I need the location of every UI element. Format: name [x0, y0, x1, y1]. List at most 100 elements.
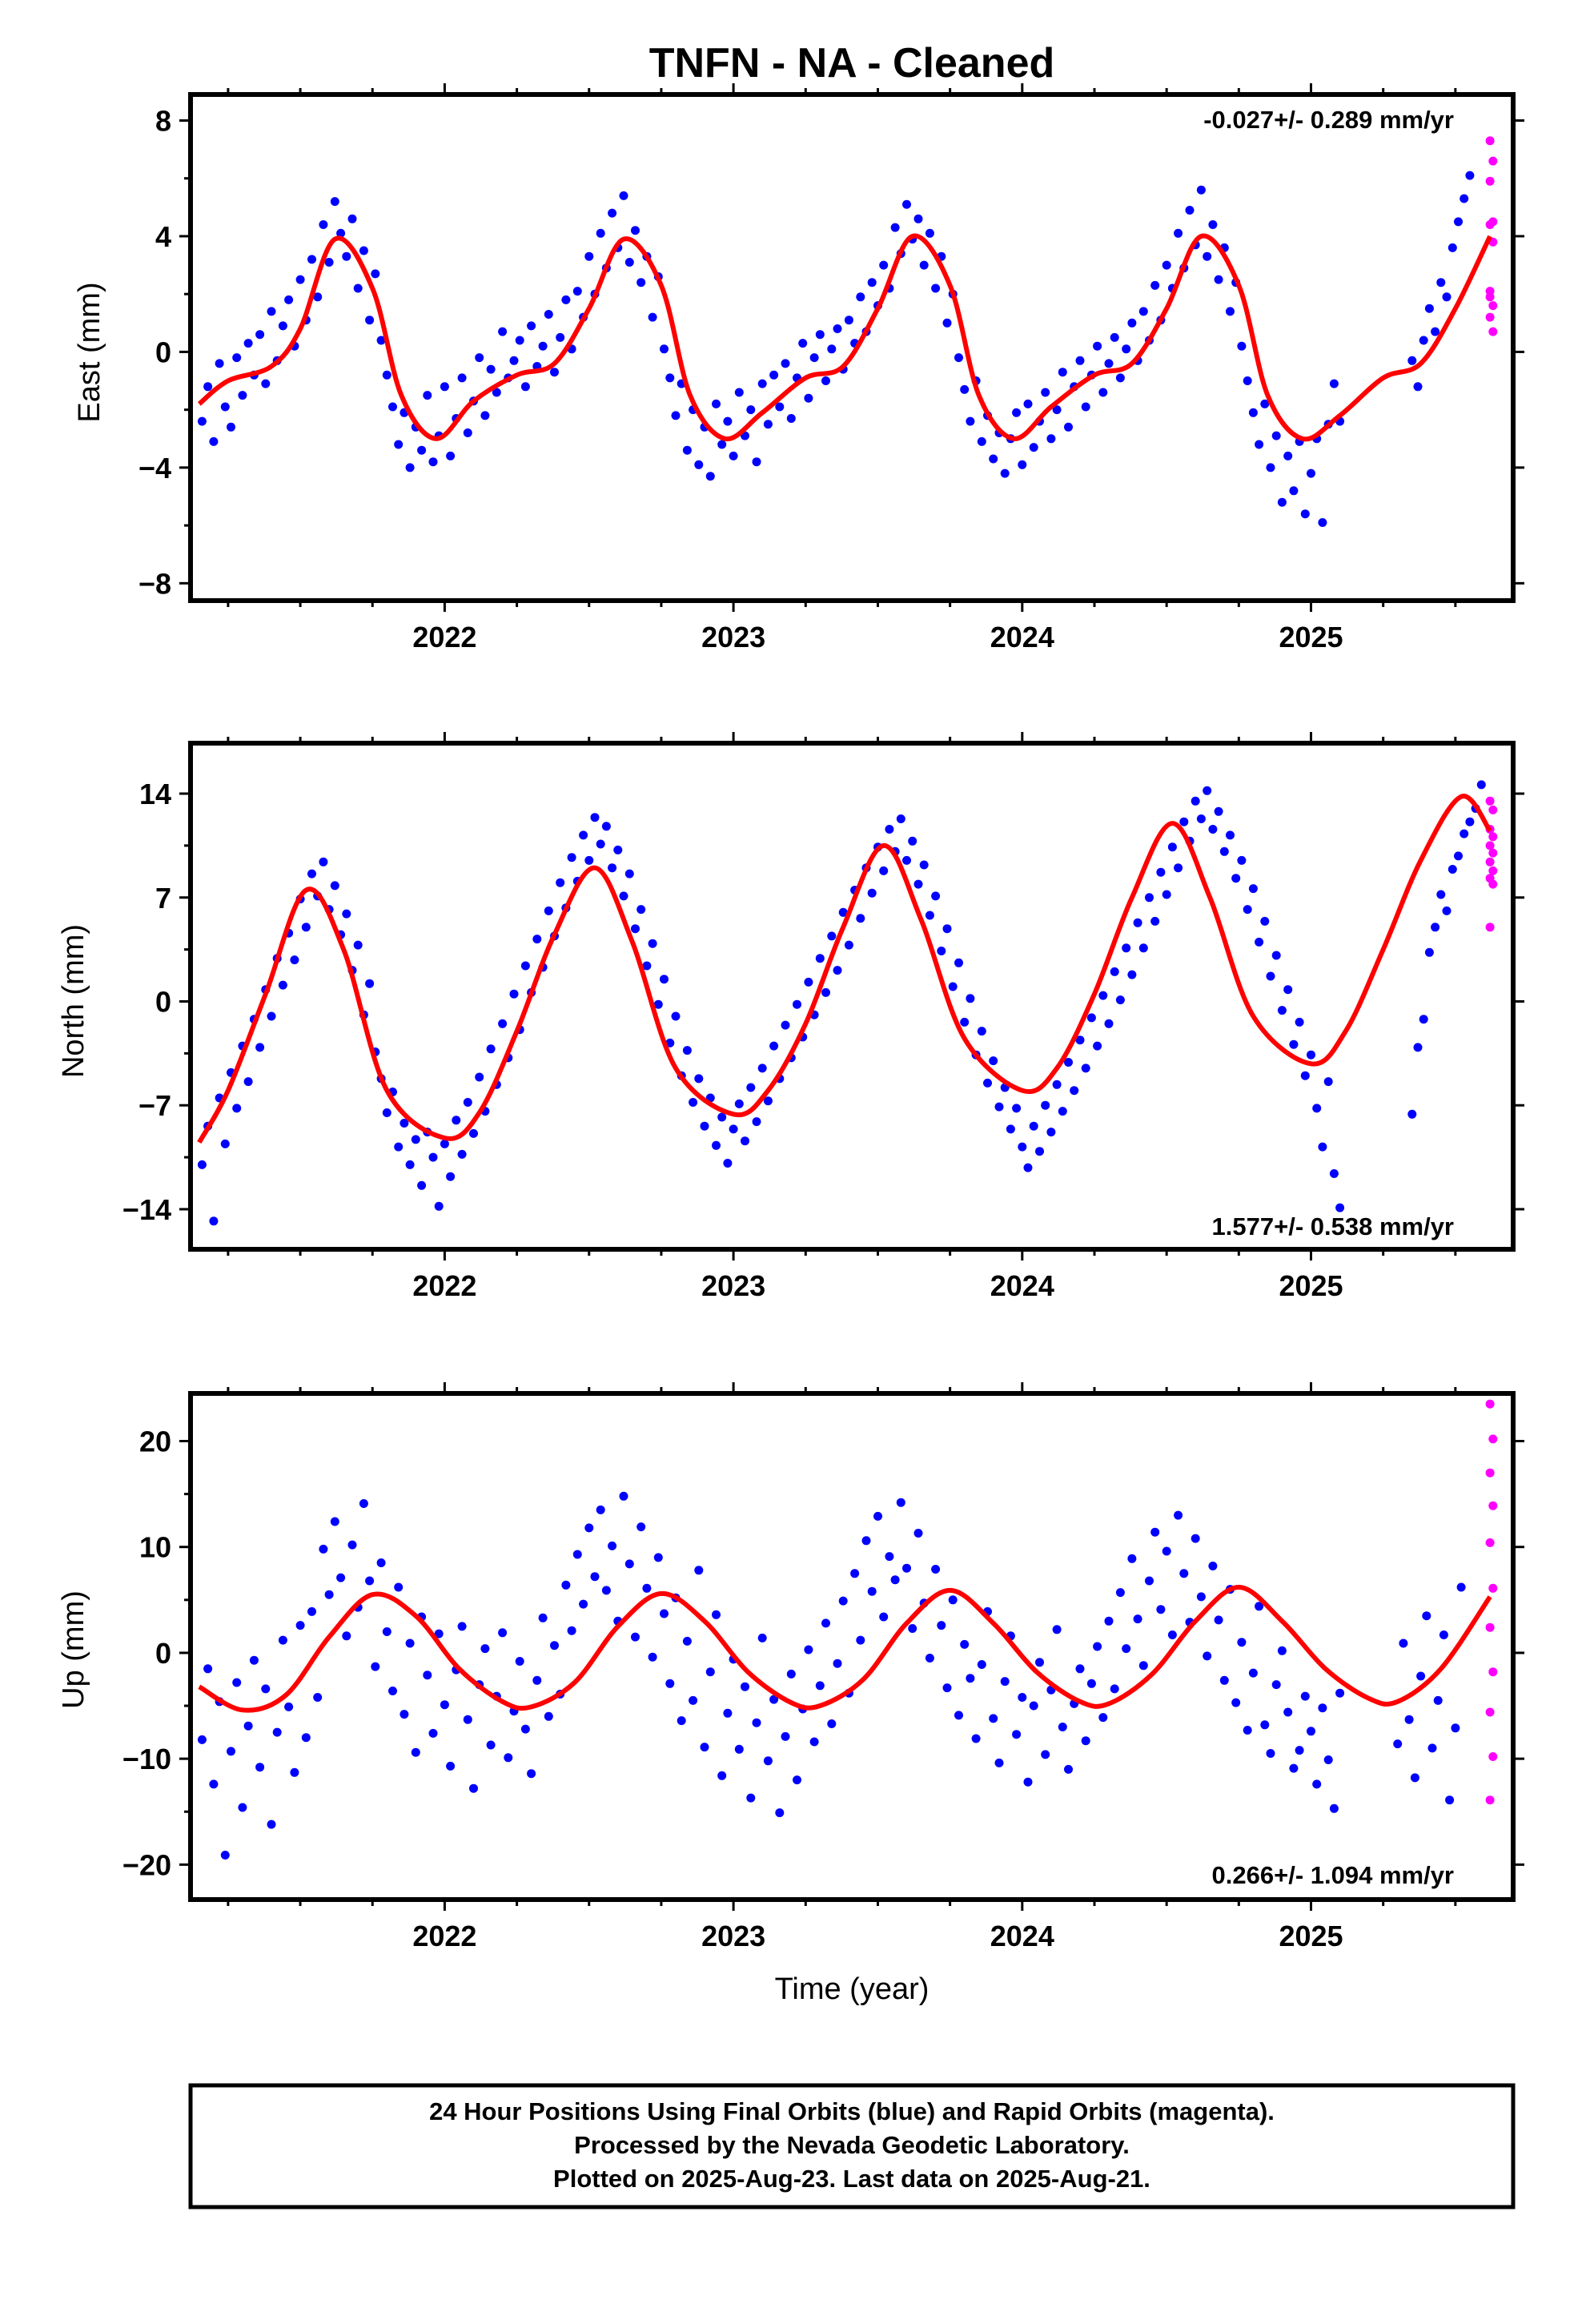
up-final-point — [757, 1633, 767, 1642]
east-rate-label: -0.027+/- 0.289 mm/yr — [1203, 106, 1454, 134]
up-final-point — [1237, 1638, 1247, 1647]
north-final-point — [1454, 851, 1463, 861]
up-final-point — [624, 1559, 634, 1569]
east-final-point — [608, 208, 617, 218]
up-final-point — [653, 1553, 663, 1562]
east-final-point — [798, 339, 808, 348]
east-final-point — [284, 295, 294, 304]
north-final-point — [1179, 817, 1189, 826]
north-final-point — [1081, 1063, 1090, 1073]
up-xtick-label: 2025 — [1279, 1920, 1343, 1952]
x-axis-title: Time (year) — [775, 1972, 930, 2006]
north-final-point — [520, 961, 530, 971]
up-final-point — [682, 1636, 692, 1646]
up-frame — [188, 1391, 1516, 1902]
east-final-point — [879, 260, 889, 270]
east-final-point — [786, 414, 796, 423]
east-final-point — [1122, 344, 1131, 354]
east-final-point — [1104, 359, 1114, 368]
north-final-point — [319, 857, 328, 866]
north-final-point — [1407, 1109, 1417, 1119]
up-final-point — [833, 1659, 842, 1668]
up-final-point — [925, 1654, 934, 1663]
up-final-point — [913, 1529, 923, 1538]
north-ylabel: North (mm) — [57, 924, 90, 1078]
up-rapid-point — [1488, 1667, 1498, 1677]
north-final-point — [821, 987, 830, 997]
north-final-point — [624, 869, 634, 879]
east-final-point — [255, 330, 265, 340]
east-final-point — [1127, 318, 1137, 328]
north-final-point — [1138, 943, 1148, 953]
north-final-point — [804, 977, 813, 987]
up-final-point — [272, 1727, 282, 1737]
up-final-point — [1289, 1763, 1299, 1773]
north-final-point — [411, 1135, 420, 1144]
north-final-point — [556, 878, 565, 887]
north-final-point — [596, 839, 605, 849]
east-final-point — [757, 379, 767, 388]
up-final-point — [405, 1638, 415, 1648]
east-final-point — [261, 379, 271, 388]
north-final-point — [763, 1096, 773, 1106]
east-ytick-label: 8 — [155, 105, 171, 138]
up-final-point — [1335, 1688, 1345, 1698]
up-final-point — [1451, 1723, 1460, 1733]
up-final-point — [520, 1724, 530, 1734]
north-final-point — [209, 1216, 219, 1226]
up-final-point — [388, 1687, 397, 1695]
north-xtick-label: 2025 — [1279, 1269, 1343, 1302]
up-final-point — [1064, 1764, 1073, 1774]
north-final-point — [734, 1099, 744, 1108]
up-final-point — [838, 1596, 848, 1606]
north-final-point — [994, 1102, 1004, 1112]
north-model-curve — [197, 794, 1492, 1144]
up-final-point — [382, 1627, 391, 1636]
east-final-point — [1465, 171, 1475, 180]
east-final-point — [821, 376, 830, 385]
up-final-point — [1427, 1743, 1437, 1753]
north-final-point — [844, 940, 853, 950]
east-final-point — [238, 391, 247, 400]
up-ytick-label: −20 — [122, 1848, 171, 1881]
up-final-point — [457, 1622, 467, 1631]
north-final-point — [1035, 1147, 1044, 1156]
north-final-point — [902, 855, 911, 865]
east-final-point — [619, 191, 628, 200]
north-final-point — [1312, 1104, 1322, 1113]
east-final-point — [763, 420, 773, 429]
north-final-point — [1115, 995, 1125, 1005]
east-final-point — [492, 388, 501, 397]
east-final-point — [319, 220, 328, 229]
east-final-point — [960, 384, 970, 394]
up-final-point — [781, 1731, 790, 1741]
east-final-point — [717, 440, 727, 449]
east-final-point — [989, 454, 998, 464]
east-final-point — [856, 292, 865, 302]
east-final-point — [243, 339, 253, 348]
up-final-point — [1445, 1795, 1455, 1805]
north-final-point — [278, 980, 287, 990]
up-final-point — [931, 1565, 941, 1574]
east-final-point — [596, 228, 605, 238]
north-final-point — [1277, 1006, 1287, 1015]
north-final-point — [913, 879, 923, 889]
east-final-point — [1237, 341, 1247, 351]
east-final-point — [746, 405, 756, 415]
north-frame — [188, 741, 1516, 1252]
east-final-point — [942, 318, 952, 328]
north-final-point — [885, 825, 894, 834]
up-final-point — [1219, 1675, 1229, 1685]
east-final-point — [417, 445, 427, 455]
north-xtick-label: 2024 — [990, 1269, 1054, 1302]
north-final-point — [1431, 923, 1440, 932]
east-final-point — [1283, 451, 1293, 460]
up-final-point — [232, 1678, 242, 1687]
north-final-point — [1133, 918, 1142, 927]
north-final-point — [1012, 1104, 1022, 1113]
up-ylabel: Up (mm) — [57, 1590, 90, 1709]
east-final-point — [1041, 388, 1050, 397]
north-final-point — [301, 923, 311, 932]
up-final-point — [1138, 1661, 1148, 1671]
up-final-point — [330, 1517, 339, 1526]
